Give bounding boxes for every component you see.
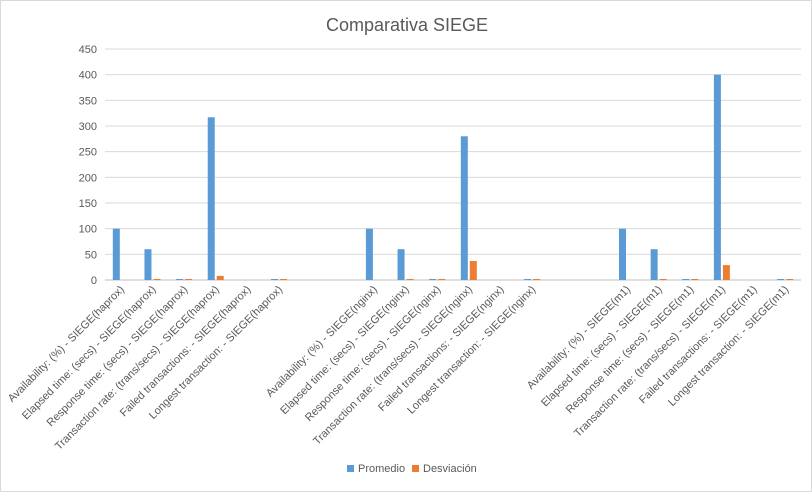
bar-promedio xyxy=(271,278,278,280)
y-tick-label: 400 xyxy=(79,70,97,82)
bar-desviacion xyxy=(216,275,224,280)
legend-swatch-promedio xyxy=(347,465,354,472)
bar-desviacion xyxy=(722,265,730,280)
y-tick-label: 0 xyxy=(91,275,97,287)
bar-promedio xyxy=(619,228,626,280)
y-axis-ticks: 0 50 100 150 200 250 300 350 400 450 xyxy=(79,44,97,287)
bar-promedio xyxy=(777,278,785,280)
bar-promedio xyxy=(397,249,405,280)
bar-desviacion xyxy=(280,278,287,280)
y-tick-label: 150 xyxy=(79,198,97,210)
legend-swatch-desviacion xyxy=(412,465,419,472)
bar-promedio xyxy=(460,136,468,280)
bar-promedio xyxy=(682,278,690,280)
bar-desviacion xyxy=(533,278,541,280)
y-tick-label: 100 xyxy=(79,224,97,236)
bar-desviacion xyxy=(691,278,699,280)
bar-desviacion xyxy=(659,278,667,280)
x-axis-labels: Availability: (%) - SIEGE(haprox)Elapsed… xyxy=(6,284,792,453)
bar-promedio xyxy=(429,278,437,280)
chart-title: Comparativa SIEGE xyxy=(326,15,488,35)
bar-desviacion xyxy=(438,278,446,280)
bar-promedio xyxy=(650,249,658,280)
legend: Promedio Desviación xyxy=(347,463,477,475)
bar-desviacion xyxy=(406,278,414,280)
x-tick-label: Availability: (%) - SIEGE(haprox) xyxy=(6,284,127,405)
bar-promedio xyxy=(365,228,373,280)
gridlines xyxy=(105,48,801,281)
x-tick-label: Failed transactions: - SIEGE(m1) xyxy=(637,284,760,407)
bar-promedio xyxy=(207,117,215,280)
legend-label-promedio: Promedio xyxy=(358,463,405,475)
bar-desviacion xyxy=(786,278,794,280)
legend-label-desviacion: Desviación xyxy=(423,463,477,475)
bar-promedio xyxy=(524,278,532,280)
bar-desviacion xyxy=(153,278,161,280)
bar-promedio xyxy=(112,228,120,280)
bar-desviacion xyxy=(469,261,477,280)
x-tick-label: Availability: (%) - SIEGE(nginx) xyxy=(264,284,380,400)
y-tick-label: 450 xyxy=(79,44,97,56)
y-tick-label: 300 xyxy=(79,121,97,133)
bars xyxy=(112,74,794,281)
bar-desviacion xyxy=(185,278,193,280)
bar-promedio xyxy=(713,74,721,281)
bar-promedio xyxy=(144,249,152,280)
y-tick-label: 200 xyxy=(79,172,97,184)
bar-promedio xyxy=(176,278,184,280)
y-tick-label: 250 xyxy=(79,147,97,159)
y-tick-label: 350 xyxy=(79,95,97,107)
y-tick-label: 50 xyxy=(85,249,97,261)
